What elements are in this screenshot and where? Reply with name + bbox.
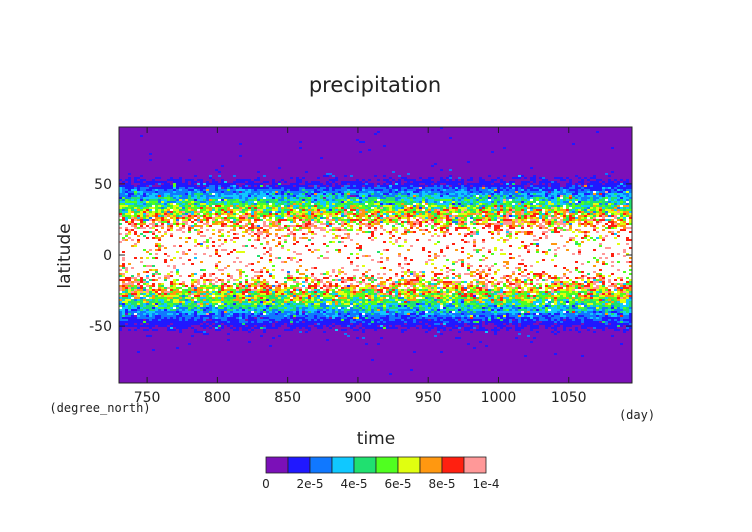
chart-title: precipitation xyxy=(309,73,441,97)
heatmap-field xyxy=(119,127,633,384)
